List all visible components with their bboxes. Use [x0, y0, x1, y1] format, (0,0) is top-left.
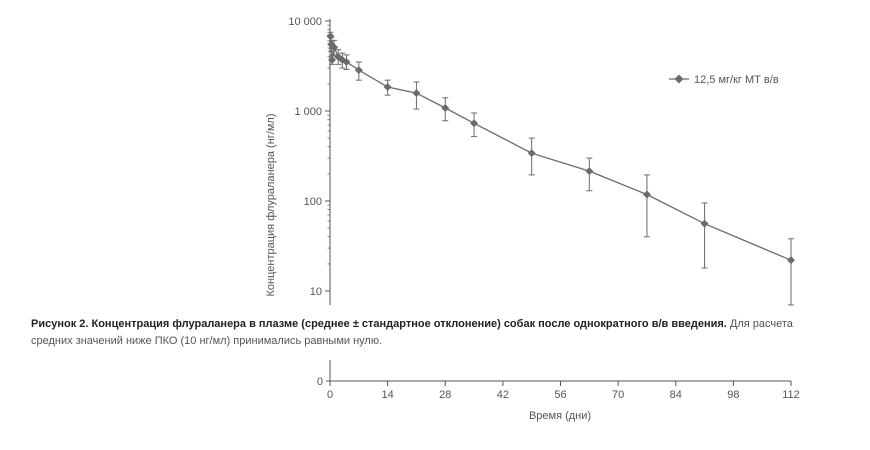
caption-bold: Рисунок 2. Концентрация флураланера в пл… — [31, 318, 727, 330]
data-point — [642, 190, 651, 199]
y-ticks: 10 000 1 000 100 10 — [288, 16, 330, 298]
data-point — [342, 58, 351, 67]
legend: 12,5 мг/кг МТ в/в — [669, 74, 779, 86]
x-tick-label: 112 — [782, 389, 800, 401]
x-tick-label: 84 — [670, 389, 682, 401]
lower-y-tick-label: 0 — [317, 376, 323, 388]
x-tick-label: 0 — [327, 389, 333, 401]
caption-normal: Для расчета средних значений ниже ПКО (1… — [31, 318, 793, 347]
figure-caption: Рисунок 2. Концентрация флураланера в пл… — [31, 316, 811, 350]
legend-label: 12,5 мг/кг МТ в/в — [694, 74, 779, 86]
x-ticks: 0 14 28 42 56 70 84 98 112 — [327, 381, 800, 401]
data-point — [787, 256, 795, 265]
legend-marker — [674, 74, 684, 84]
data-point — [328, 55, 337, 64]
data-point — [470, 119, 479, 128]
y-tick-label: 10 — [310, 286, 322, 298]
series-layer — [326, 31, 795, 306]
data-point — [326, 32, 335, 41]
x-axis-label: Время (дни) — [529, 410, 591, 422]
y-tick-label: 10 000 — [288, 16, 322, 28]
y-axis-label: Концентрация флураланера (нг/мл) — [265, 113, 277, 296]
x-tick-label: 28 — [439, 389, 451, 401]
x-tick-label: 42 — [497, 389, 509, 401]
series-line — [329, 36, 792, 261]
x-tick-label: 98 — [727, 389, 739, 401]
data-point — [527, 149, 536, 158]
data-point — [330, 43, 339, 52]
data-point — [412, 89, 421, 98]
data-point — [700, 219, 709, 228]
x-tick-label: 56 — [554, 389, 566, 401]
x-tick-label: 14 — [382, 389, 394, 401]
y-tick-label: 100 — [304, 196, 322, 208]
data-point — [441, 103, 450, 112]
x-tick-label: 70 — [612, 389, 624, 401]
data-point — [354, 66, 363, 75]
y-tick-label: 1 000 — [294, 106, 322, 118]
data-point — [585, 167, 594, 176]
data-point — [383, 82, 392, 91]
